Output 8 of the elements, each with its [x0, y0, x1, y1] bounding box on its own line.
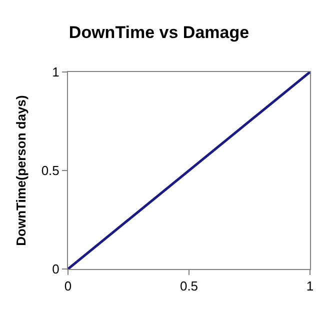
- y-axis-title: DownTime(person days): [13, 95, 28, 246]
- x-tick-label: 1: [306, 278, 314, 294]
- y-tick-label: 1: [52, 64, 60, 80]
- y-tick-label: 0.5: [41, 163, 60, 178]
- x-tick-label: 0.5: [180, 278, 198, 294]
- chart-title: DownTime vs Damage: [68, 22, 250, 42]
- y-tick-label: 0: [52, 262, 60, 277]
- x-tick-label: 0: [64, 278, 72, 294]
